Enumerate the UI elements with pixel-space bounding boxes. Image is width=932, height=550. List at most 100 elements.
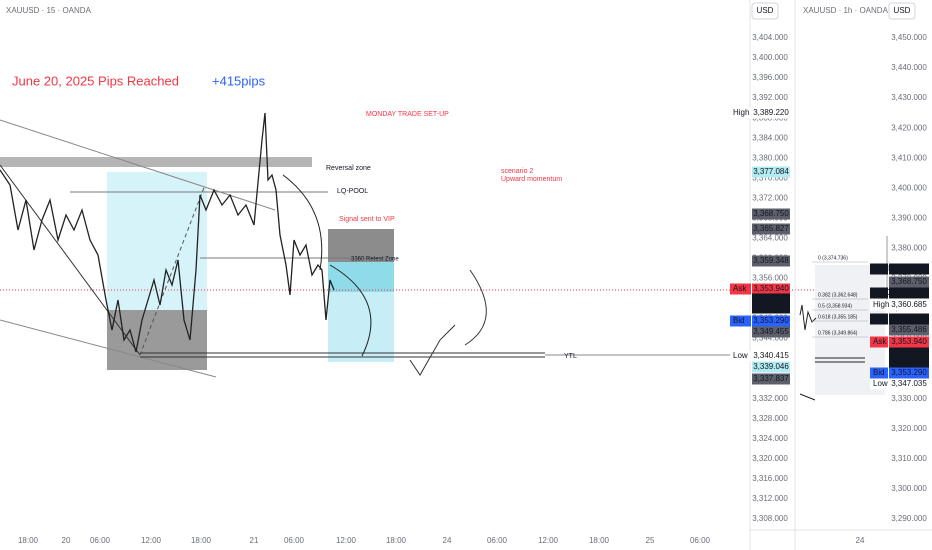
trend-line: [0, 319, 217, 378]
trend-line: [0, 119, 276, 211]
price-tag-label: Low: [873, 379, 888, 388]
time-axis-label: 06:00: [284, 536, 305, 545]
symbol: XAUUSD · 15 · OANDA: [6, 6, 92, 15]
time-axis-label: 24: [443, 536, 452, 545]
price-tag-value: 3,353.940: [891, 337, 927, 346]
price-axis-label: 3,320.000: [752, 454, 788, 463]
price-tag-value: 3,349.455: [753, 327, 789, 336]
price-tag-label: Bid: [873, 368, 885, 377]
price-tag: [752, 373, 790, 385]
price-tag: [889, 378, 929, 390]
price-tag-label: VAL: [873, 314, 888, 323]
price-tag: [889, 324, 929, 336]
price-tag: [889, 347, 929, 368]
price-tag-label: Ask: [873, 337, 887, 346]
price-tag-value: 3,353.605: [891, 348, 927, 357]
price-tag-value: 3,353.290: [753, 316, 789, 325]
price-tag: [889, 336, 929, 348]
side-price-axis-label: 3,290.000: [891, 514, 927, 523]
price-axis-label: 3,344.000: [752, 334, 788, 343]
time-axis-label: 18:00: [589, 536, 610, 545]
price-tag-value: 3,360.685: [891, 300, 927, 309]
price-tag: [889, 367, 929, 379]
side-price-axis-label: 3,450.000: [891, 33, 927, 42]
time-axis-label: 12:00: [141, 536, 162, 545]
price-tag-label-bg: [730, 350, 751, 362]
annotation: 3360 Retest Zone: [351, 257, 399, 263]
time-axis-label: 21: [250, 536, 259, 545]
time-axis-label: 18:00: [18, 536, 39, 545]
annotation: scenario 2: [501, 168, 533, 175]
price-axis-label: 3,356.000: [752, 274, 788, 283]
price-tag: [752, 361, 790, 373]
time-axis-label: 18:00: [386, 536, 407, 545]
price-tag: [752, 350, 790, 362]
price-axis-label: 3,324.000: [752, 434, 788, 443]
price-tag-value: 3,356.460: [891, 314, 927, 323]
time-axis-label: 12:00: [336, 536, 357, 545]
side-price-axis-label: 3,310.000: [891, 454, 927, 463]
price-tag-label: High: [873, 300, 889, 309]
target-zone-top: [328, 262, 394, 292]
arrow: [464, 269, 487, 346]
price-axis-label: 3,364.000: [752, 234, 788, 243]
price-tag: [889, 287, 929, 299]
price-axis-label: 3,376.000: [752, 173, 788, 182]
price-axis-label: 3,404.000: [752, 33, 788, 42]
time-axis-label: 20: [62, 536, 71, 545]
price-tag: [752, 166, 790, 178]
price-tag-value: 3,340.415: [753, 351, 789, 360]
side-price-axis-label: 3,380.000: [891, 244, 927, 253]
arrow: [282, 174, 323, 271]
price-tag-value: 3,365.827: [753, 224, 789, 233]
time-axis-label: 24: [856, 536, 865, 545]
price-tag: [889, 313, 929, 325]
price-tag: [752, 293, 790, 314]
price-tag-value: 3,368.750: [891, 277, 927, 286]
side-price-axis-label: 3,430.000: [891, 93, 927, 102]
price-tag-label: High: [733, 108, 749, 117]
dynamic-layer: 3,404.000 3,400.000 3,396.000 3,392.000 3,38…: [18, 33, 929, 545]
price-tag: [752, 315, 790, 327]
price-tag-time: 00:40: [754, 303, 775, 312]
price-tag-label-bg: [870, 299, 888, 311]
price-tag: [752, 208, 790, 220]
price-tag-label-bg: [870, 313, 888, 325]
side-price-axis-label: 3,410.000: [891, 153, 927, 162]
annotation: Reversal zone: [326, 165, 371, 172]
price-axis-label: 3,312.000: [752, 494, 788, 503]
price-tag-value: 3,368.750: [753, 209, 789, 218]
arrow: [329, 264, 372, 357]
price-tag: [752, 283, 790, 295]
annotation: Signal sent to VIP: [339, 216, 395, 223]
price-tag-label-bg: [870, 378, 888, 390]
price-tag-value: 3,355.486: [891, 325, 927, 334]
price-axis-label: 3,396.000: [752, 73, 788, 82]
price-tag-value: 3,377.084: [753, 167, 789, 176]
side-price-axis-label: 3,320.000: [891, 424, 927, 433]
reversal-zone: [0, 157, 312, 167]
currency[interactable]: USD: [757, 6, 774, 15]
trend-line: [0, 164, 141, 356]
currency-button[interactable]: [888, 2, 916, 20]
price-tag-label-bg: [870, 336, 888, 348]
time-axis-label: 18:00: [191, 536, 212, 545]
side-price-axis-label: 3,330.000: [891, 394, 927, 403]
retest-zone: [328, 229, 394, 262]
trend-line: [139, 184, 206, 356]
price-tag: [889, 263, 929, 275]
price-tag-label: VAH: [873, 264, 889, 273]
price-tag-label: POC: [873, 288, 891, 297]
time-axis-label: 25: [646, 536, 655, 545]
side-line: [799, 393, 816, 401]
price-tag-value: 3,337.837: [753, 374, 789, 383]
side-price-axis-label: 3,440.000: [891, 63, 927, 72]
time-axis-label: 12:00: [538, 536, 559, 545]
price-tag: [889, 299, 929, 311]
fib-label: 0.5 (3,358.934): [818, 303, 852, 309]
currency-button[interactable]: [751, 2, 779, 20]
price-tag-value: 3,372.840: [891, 264, 927, 273]
currency[interactable]: USD: [894, 6, 911, 15]
pips: +415pips: [212, 73, 266, 88]
